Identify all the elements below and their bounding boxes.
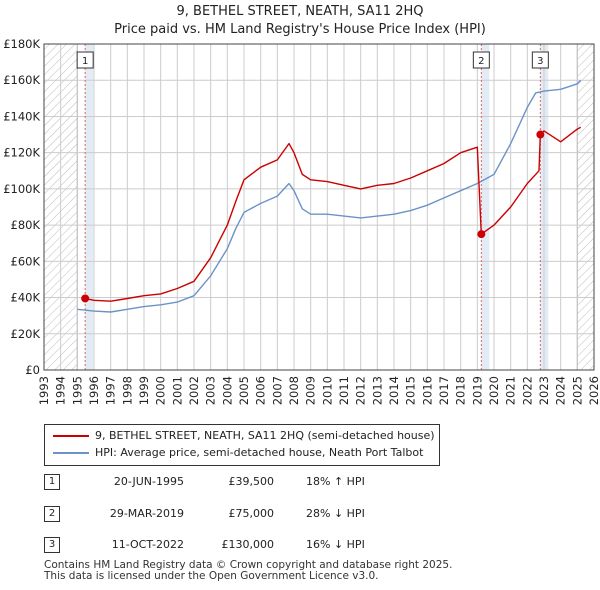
marker-label-1: 1 xyxy=(82,56,88,67)
y-tick-label: £120K xyxy=(3,146,40,160)
legend-label-hpi: HPI: Average price, semi-detached house,… xyxy=(95,446,424,459)
transaction-date: 11-OCT-2022 xyxy=(111,538,184,551)
transaction-price: £130,000 xyxy=(221,538,275,551)
hpi-line xyxy=(77,79,582,313)
x-tick-label: 2019 xyxy=(470,376,484,405)
legend-item-property: 9, BETHEL STREET, NEATH, SA11 2HQ (semi-… xyxy=(53,428,435,444)
x-tick-label: 2000 xyxy=(154,376,168,405)
table-row: 2 29-MAR-2019 £75,000 28% ↓ HPI xyxy=(44,504,464,524)
x-tick-label: 2014 xyxy=(387,376,401,405)
x-tick-label: 2021 xyxy=(504,376,518,405)
y-tick-label: £140K xyxy=(3,109,40,123)
x-tick-label: 2009 xyxy=(304,376,318,405)
plot-frame xyxy=(43,43,595,371)
table-row: 1 20-JUN-1995 £39,500 18% ↑ HPI xyxy=(44,472,464,492)
x-tick-label: 2002 xyxy=(187,376,201,405)
chart: 1 2 3 £0 £20K £40K £60K £80K £100K £120K £140K £160… xyxy=(3,37,600,405)
x-tick-label: 2024 xyxy=(554,376,568,405)
x-tick-label: 1999 xyxy=(137,376,151,405)
x-tick-label: 2005 xyxy=(237,376,251,405)
plot-area xyxy=(44,44,594,370)
x-tick-label: 2003 xyxy=(204,376,218,405)
y-tick-label: £100K xyxy=(3,182,40,196)
sale-point-3 xyxy=(536,130,545,139)
x-tick-label: 2016 xyxy=(420,376,434,405)
x-tick-label: 2007 xyxy=(270,376,284,405)
x-tick-label: 2018 xyxy=(454,376,468,405)
footer-line-1: Contains HM Land Registry data © Crown c… xyxy=(44,559,453,571)
x-tick-label: 2004 xyxy=(220,376,234,405)
property-price-line xyxy=(85,126,582,302)
shaded-band-2 xyxy=(481,44,490,370)
x-tick-label: 2025 xyxy=(570,376,584,405)
sale-point-2 xyxy=(477,230,486,239)
x-tick-label: 1997 xyxy=(104,376,118,405)
transaction-number: 3 xyxy=(44,537,60,553)
legend-item-hpi: HPI: Average price, semi-detached house,… xyxy=(53,445,423,461)
x-tick-label: 2012 xyxy=(354,376,368,405)
footer: Contains HM Land Registry data © Crown c… xyxy=(44,560,452,582)
marker-box-2 xyxy=(472,51,490,69)
transaction-hpi: 18% ↑ HPI xyxy=(306,475,365,488)
x-tick-label: 2010 xyxy=(320,376,334,405)
chart-title: 9, BETHEL STREET, NEATH, SA11 2HQ xyxy=(176,4,424,19)
y-tick-label: £160K xyxy=(3,73,40,87)
x-tick-label: 2020 xyxy=(487,376,501,405)
y-tick-label: £180K xyxy=(3,37,40,51)
y-tick-label: £40K xyxy=(11,291,41,305)
sale-point-1 xyxy=(81,294,90,303)
transaction-hpi: 16% ↓ HPI xyxy=(306,538,365,551)
x-tick-label: 2017 xyxy=(437,376,451,405)
hatched-region-2 xyxy=(577,44,594,370)
transaction-date: 29-MAR-2019 xyxy=(109,507,184,520)
transaction-number: 2 xyxy=(44,506,60,522)
x-tick-label: 2026 xyxy=(587,376,600,405)
x-tick-label: 2023 xyxy=(537,376,551,405)
y-tick-label: £0 xyxy=(25,363,40,377)
x-tick-label: 2011 xyxy=(337,376,351,405)
y-tick-label: £80K xyxy=(11,218,41,232)
x-tick-label: 2015 xyxy=(404,376,418,405)
x-tick-label: 1998 xyxy=(120,376,134,405)
marker-box-1 xyxy=(76,51,94,69)
table-row: 3 11-OCT-2022 £130,000 16% ↓ HPI xyxy=(44,535,464,555)
footer-line-2: This data is licensed under the Open Gov… xyxy=(44,570,379,582)
x-tick-label: 1995 xyxy=(70,376,84,405)
x-tick-label: 2013 xyxy=(370,376,384,405)
marker-label-3: 3 xyxy=(537,56,543,67)
transaction-price: £75,000 xyxy=(228,507,275,520)
transaction-price: £39,500 xyxy=(228,475,275,488)
y-tick-label: £60K xyxy=(11,254,41,268)
transaction-date: 20-JUN-1995 xyxy=(113,475,184,488)
legend-swatch-hpi xyxy=(53,452,89,454)
marker-box-3 xyxy=(531,51,549,69)
x-tick-label: 1993 xyxy=(37,376,51,405)
legend-swatch-property xyxy=(53,435,89,437)
y-tick-label: £20K xyxy=(11,327,41,341)
x-tick-label: 1996 xyxy=(87,376,101,405)
x-tick-label: 1994 xyxy=(54,376,68,405)
legend: 9, BETHEL STREET, NEATH, SA11 2HQ (semi-… xyxy=(44,424,440,466)
x-tick-label: 2006 xyxy=(254,376,268,405)
transaction-hpi: 28% ↓ HPI xyxy=(306,507,365,520)
x-tick-label: 2001 xyxy=(170,376,184,405)
transaction-number: 1 xyxy=(44,474,60,490)
x-tick-label: 2022 xyxy=(520,376,534,405)
marker-label-2: 2 xyxy=(478,56,484,67)
chart-subtitle: Price paid vs. HM Land Registry's House … xyxy=(114,22,486,37)
shaded-band-1 xyxy=(85,44,94,370)
x-tick-label: 2008 xyxy=(287,376,301,405)
legend-label-property: 9, BETHEL STREET, NEATH, SA11 2HQ (semi-… xyxy=(95,429,435,442)
